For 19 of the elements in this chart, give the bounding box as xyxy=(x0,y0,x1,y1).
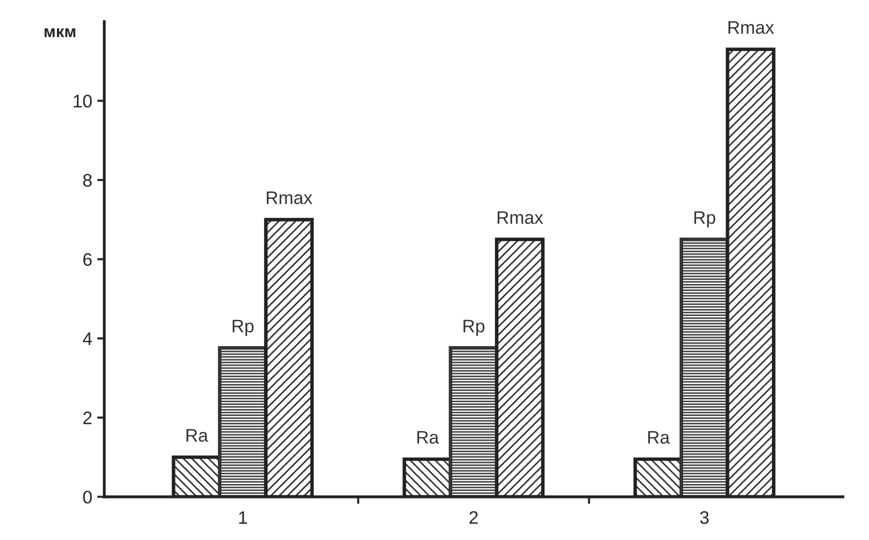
text: Rmax xyxy=(728,21,774,34)
text: Rp xyxy=(464,320,484,336)
series-label: Rp xyxy=(232,320,254,336)
y-tick-label: 6 xyxy=(83,253,92,266)
text: Ra xyxy=(648,431,670,444)
y-tick-label: 0 xyxy=(83,490,92,504)
series-label: Ra xyxy=(186,429,208,442)
y-axis-title: мкм xyxy=(44,28,76,38)
x-tick-label: 3 xyxy=(700,511,709,524)
x-tick-label: 1 xyxy=(239,511,247,524)
y-tick-label: 2 xyxy=(83,412,92,424)
series-label: Rmax xyxy=(266,192,312,204)
text: Ra xyxy=(417,431,439,444)
x-tick-label: 2 xyxy=(469,511,478,524)
y-tick-label: 8 xyxy=(83,174,92,187)
text: Rp xyxy=(694,211,716,228)
text: Rmax xyxy=(498,211,544,224)
y-tick-label: 10 xyxy=(74,94,92,108)
y-tick-label: 4 xyxy=(82,332,92,345)
